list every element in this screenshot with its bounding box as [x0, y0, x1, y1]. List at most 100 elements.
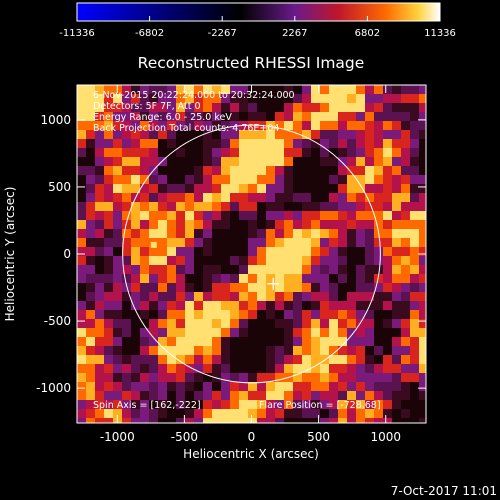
- heatmap-cell: [194, 409, 203, 418]
- heatmap-cell: [338, 355, 347, 364]
- heatmap-cell: [356, 391, 365, 400]
- heatmap-cell: [392, 400, 401, 409]
- heatmap-cell: [158, 184, 167, 193]
- heatmap-cell: [140, 85, 149, 94]
- heatmap-cell: [113, 121, 122, 130]
- heatmap-cell: [347, 373, 356, 382]
- heatmap-cell: [140, 355, 149, 364]
- heatmap-cell: [122, 274, 131, 283]
- heatmap-cell: [122, 112, 131, 121]
- heatmap-cell: [248, 391, 257, 400]
- heatmap-cell: [104, 265, 113, 274]
- heatmap-cell: [347, 319, 356, 328]
- heatmap-cell: [95, 157, 104, 166]
- heatmap-cell: [410, 166, 419, 175]
- heatmap-cell: [392, 256, 401, 265]
- heatmap-cell: [365, 148, 374, 157]
- heatmap-cell: [194, 319, 203, 328]
- heatmap-cell: [77, 166, 86, 175]
- heatmap-cell: [311, 166, 320, 175]
- heatmap-cell: [401, 337, 410, 346]
- heatmap-cell: [131, 211, 140, 220]
- heatmap-cell: [239, 337, 248, 346]
- heatmap-cell: [320, 157, 329, 166]
- heatmap-cell: [311, 85, 320, 94]
- heatmap-cell: [275, 319, 284, 328]
- heatmap-cell: [383, 328, 392, 337]
- heatmap-cell: [95, 229, 104, 238]
- heatmap-cell: [239, 328, 248, 337]
- heatmap-cell: [230, 310, 239, 319]
- heatmap-cell: [176, 391, 185, 400]
- heatmap-cell: [329, 292, 338, 301]
- heatmap-cell: [77, 175, 86, 184]
- heatmap-cell: [158, 355, 167, 364]
- heatmap-cell: [77, 211, 86, 220]
- heatmap-cell: [320, 382, 329, 391]
- heatmap-cell: [167, 355, 176, 364]
- heatmap-cell: [329, 166, 338, 175]
- heatmap-cell: [257, 319, 266, 328]
- heatmap-cell: [140, 292, 149, 301]
- heatmap-cell: [284, 247, 293, 256]
- heatmap-cell: [401, 391, 410, 400]
- heatmap-cell: [320, 418, 329, 423]
- heatmap-cell: [275, 139, 284, 148]
- heatmap-cell: [338, 229, 347, 238]
- heatmap-cell: [158, 310, 167, 319]
- heatmap-cell: [122, 256, 131, 265]
- heatmap-cell: [95, 220, 104, 229]
- heatmap-cell: [284, 391, 293, 400]
- heatmap-cell: [212, 373, 221, 382]
- heatmap-cell: [212, 310, 221, 319]
- heatmap-cell: [356, 211, 365, 220]
- heatmap-cell: [176, 121, 185, 130]
- heatmap-cell: [95, 121, 104, 130]
- heatmap-cell: [221, 166, 230, 175]
- heatmap-cell: [176, 139, 185, 148]
- heatmap-cell: [356, 238, 365, 247]
- heatmap-cell: [158, 229, 167, 238]
- heatmap-cell: [329, 202, 338, 211]
- heatmap-cell: [113, 211, 122, 220]
- heatmap-cell: [392, 364, 401, 373]
- heatmap-cell: [401, 85, 410, 94]
- heatmap-cell: [383, 103, 392, 112]
- heatmap-cell: [293, 328, 302, 337]
- heatmap-cell: [176, 355, 185, 364]
- heatmap-cell: [149, 220, 158, 229]
- heatmap-cell: [275, 247, 284, 256]
- heatmap-cell: [185, 229, 194, 238]
- heatmap-cell: [293, 220, 302, 229]
- heatmap-cell: [320, 391, 329, 400]
- heatmap-cell: [131, 328, 140, 337]
- heatmap-cell: [320, 202, 329, 211]
- heatmap-cell: [149, 292, 158, 301]
- heatmap-cell: [77, 94, 86, 103]
- heatmap-cell: [419, 85, 426, 94]
- heatmap-cell: [95, 373, 104, 382]
- heatmap-cell: [284, 166, 293, 175]
- heatmap-cell: [212, 346, 221, 355]
- heatmap-cell: [419, 346, 426, 355]
- heatmap-cell: [221, 256, 230, 265]
- heatmap-cell: [77, 139, 86, 148]
- heatmap-cell: [167, 157, 176, 166]
- heatmap-cell: [347, 112, 356, 121]
- heatmap-cell: [221, 211, 230, 220]
- heatmap-cell: [266, 184, 275, 193]
- heatmap-cell: [158, 94, 167, 103]
- heatmap-cell: [257, 166, 266, 175]
- heatmap-cell: [365, 166, 374, 175]
- heatmap-cell: [392, 112, 401, 121]
- heatmap-cell: [158, 103, 167, 112]
- heatmap-cell: [203, 247, 212, 256]
- heatmap-cell: [329, 175, 338, 184]
- heatmap-cell: [293, 130, 302, 139]
- heatmap-cell: [140, 94, 149, 103]
- heatmap-cell: [266, 175, 275, 184]
- heatmap-cell: [392, 274, 401, 283]
- heatmap-cell: [392, 265, 401, 274]
- heatmap-cell: [374, 328, 383, 337]
- heatmap-cell: [131, 220, 140, 229]
